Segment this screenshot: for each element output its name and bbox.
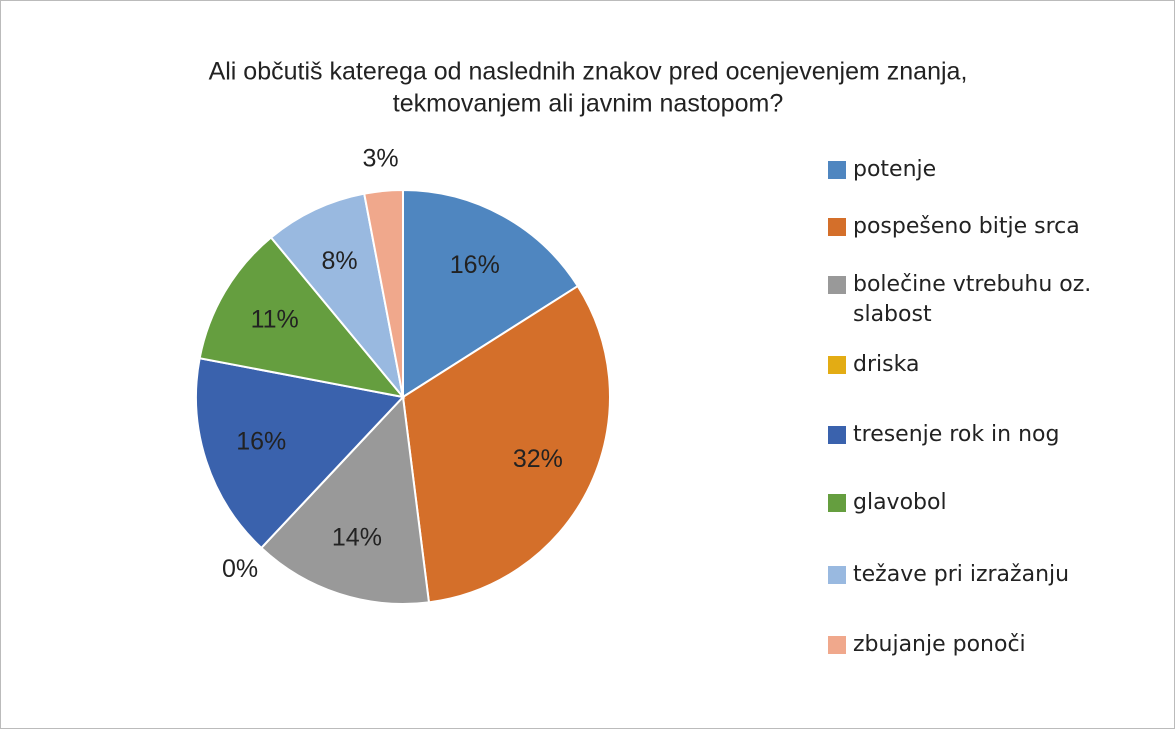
legend-swatch [828,276,846,294]
chart-title: tekmovanjem ali javnim nastopom? [393,90,783,118]
legend-entry: težave pri izražanju [828,560,1128,590]
legend-label: driska [853,352,920,377]
legend-entry: driska [828,350,1128,380]
legend-label: težave pri izražanju [853,562,1070,587]
data-label: 32% [513,445,563,473]
pie-slice [401,284,611,604]
legend-label: pospešeno bitje srca [853,214,1080,239]
legend-entry: glavobol [828,488,1128,518]
pie-slice [402,188,580,399]
legend-entry: tresenje rok in nog [828,420,1128,450]
chart-title: Ali občutiš katerega od naslednih znakov… [209,58,968,86]
legend-swatch [828,218,846,236]
data-label: 3% [363,145,399,173]
legend-label: bolečine vtrebuhu oz. slabost [853,272,1092,327]
pie-slice [198,236,406,399]
legend-swatch [828,566,846,584]
legend-label: tresenje rok in nog [853,422,1060,447]
data-label: 8% [321,247,357,275]
legend-swatch [828,494,846,512]
data-label: 11% [251,306,299,334]
legend-entry: zbujanje ponoči [828,630,1128,660]
data-label: 0% [222,555,258,583]
data-label: 16% [236,428,286,456]
legend-swatch [828,161,846,179]
legend-entry: bolečine vtrebuhu oz. slabost [828,270,1128,330]
pie-slice [363,188,404,398]
pie-slice [259,394,431,605]
data-label: 14% [332,523,382,551]
legend-swatch [828,356,846,374]
legend-label: glavobol [853,490,947,515]
pie-slice [195,357,405,550]
legend-label: zbujanje ponoči [853,632,1026,657]
legend-label: potenje [853,157,937,182]
legend-entry: potenje [828,155,1128,185]
legend-entry: pospešeno bitje srca [828,212,1128,242]
data-label: 16% [450,251,500,279]
legend-swatch [828,636,846,654]
legend-swatch [828,426,846,444]
pie-slice [269,192,404,398]
